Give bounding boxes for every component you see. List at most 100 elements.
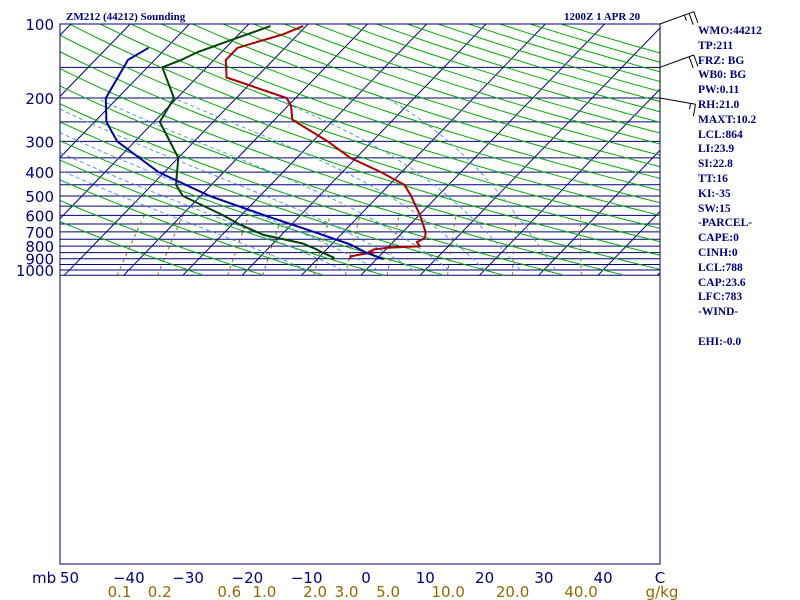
dry-adiabat-line [60, 140, 444, 276]
dry-adiabat-line [60, 85, 625, 276]
moist-adiabat-line [60, 132, 379, 271]
mixing-ratio-line [262, 215, 283, 276]
temperature-tick-label: −30 [172, 569, 204, 587]
dry-adiabat-line [253, 24, 660, 156]
mixing-ratio-tick-label: 0.2 [148, 583, 172, 600]
index-item: WMO:44212 [698, 25, 762, 37]
index-item: -WIND- [698, 306, 739, 319]
mixing-ratio-line [344, 215, 361, 276]
wind-barb-full [692, 104, 696, 117]
index-item: FRZ: BG [698, 54, 745, 67]
index-item: WB0: BG [698, 69, 747, 82]
wind-barb-staff [659, 54, 694, 68]
station-title: ZM212 (44212) Sounding [66, 11, 186, 23]
sounding-time: 1200Z 1 APR 20 [564, 11, 641, 23]
isotherm-line [64, 24, 309, 276]
wind-barb-full [693, 11, 699, 24]
moist-adiabat-line [60, 108, 414, 271]
index-item: TT:16 [698, 172, 728, 185]
mixing-ratio-tick-label: 0.1 [108, 583, 132, 600]
index-item: LCL:864 [698, 128, 743, 141]
dry-adiabat-line [60, 34, 660, 243]
isotherm-line [241, 24, 487, 276]
pressure-tick-label: 200 [25, 90, 54, 108]
wind-barb-full [688, 13, 694, 25]
pressure-tick-label: 800 [25, 238, 54, 256]
mixing-ratio-tick-label: 20.0 [496, 583, 529, 600]
isotherm-line [60, 24, 190, 159]
isotherm-line [360, 24, 605, 276]
pressure-unit-label: mb [32, 569, 56, 587]
temperature-tick-label: 50 [60, 569, 79, 587]
mixing-ratio-line [227, 215, 250, 276]
dry-adiabat-line [100, 24, 660, 216]
mixing-ratio-tick-label: 1.0 [252, 583, 276, 600]
index-item: CAP:23.6 [698, 276, 746, 289]
index-item: KI:-35 [698, 187, 731, 200]
isotherm-line [597, 210, 660, 276]
temperature-tick-label: 10 [416, 569, 435, 587]
dry-adiabat-line [60, 221, 204, 276]
dry-adiabat-line [60, 51, 660, 256]
index-item [698, 320, 762, 335]
mixing-ratio-tick-label: 40.0 [564, 583, 597, 600]
mixing-ratio-line [580, 215, 582, 276]
mixing-ratio-tick-label: 2.0 [303, 583, 327, 600]
wind-barb-staff [659, 11, 694, 25]
mixing-ratio-line [313, 215, 331, 276]
dry-adiabat-line [222, 24, 660, 168]
wind-barb-half [689, 103, 691, 110]
wind-barb-staff [659, 97, 696, 105]
index-item: CINH:0 [698, 246, 738, 259]
sounding-profiles [104, 25, 427, 261]
mixing-ratio-tick-label: 3.0 [335, 583, 359, 600]
pressure-tick-label: 1000 [16, 262, 54, 280]
mixing-ratio-line [386, 215, 400, 276]
moist-adiabat-line [173, 97, 485, 271]
wind-barb [659, 97, 696, 117]
dry-adiabat-line [284, 24, 660, 145]
isotherm-line [123, 24, 368, 276]
wind-barb-full [688, 56, 694, 69]
index-item: MAXT:10.2 [698, 113, 757, 126]
pressure-tick-label: 700 [25, 224, 54, 242]
dry-adiabat-line [192, 24, 660, 179]
pressure-tick-label: 600 [25, 207, 54, 225]
index-item: CAPE:0 [698, 232, 739, 245]
dry-adiabat-line [60, 199, 264, 276]
temperature-tick-label: −20 [232, 569, 264, 587]
temperature-tick-label: −40 [113, 569, 145, 587]
pressure-tick-label: 400 [25, 164, 54, 182]
wind-barb-full [693, 54, 699, 67]
parcel-line [104, 46, 384, 261]
plot-border [59, 23, 661, 565]
mixing-ratio-tick-label: 0.6 [217, 583, 241, 600]
dry-adiabat-line [60, 179, 324, 276]
dry-adiabat-line [60, 121, 505, 276]
mixing-ratio-line [116, 215, 145, 276]
index-item: -PARCEL- [698, 217, 753, 230]
mixing-ratio-tick-label: 10.0 [431, 583, 464, 600]
moist-adiabat-line [96, 97, 450, 271]
index-item: RH:21.0 [698, 98, 740, 111]
index-item: EHI:-0.0 [698, 335, 742, 348]
isotherm-line [538, 149, 660, 276]
pressure-tick-label: 300 [25, 133, 54, 151]
mixing-ratio-line [157, 215, 184, 276]
mixing-ratio-line [511, 215, 517, 276]
wind-barb [659, 11, 699, 25]
mixing-ratio-unit-label: g/kg [646, 583, 679, 600]
index-item: LCL:788 [698, 261, 743, 274]
temperature-tick-label: 30 [534, 569, 553, 587]
wind-barb-half [683, 14, 687, 21]
isotherm-line [419, 27, 660, 276]
temperature-tick-label: 40 [594, 569, 613, 587]
dry-adiabat-line [60, 159, 384, 276]
isotherm-line [182, 24, 428, 276]
index-item: TP:211 [698, 39, 734, 52]
index-item: LI:23.9 [698, 143, 735, 156]
temperature-unit-label: C [655, 569, 665, 587]
temperature-tick-label: 20 [475, 569, 494, 587]
